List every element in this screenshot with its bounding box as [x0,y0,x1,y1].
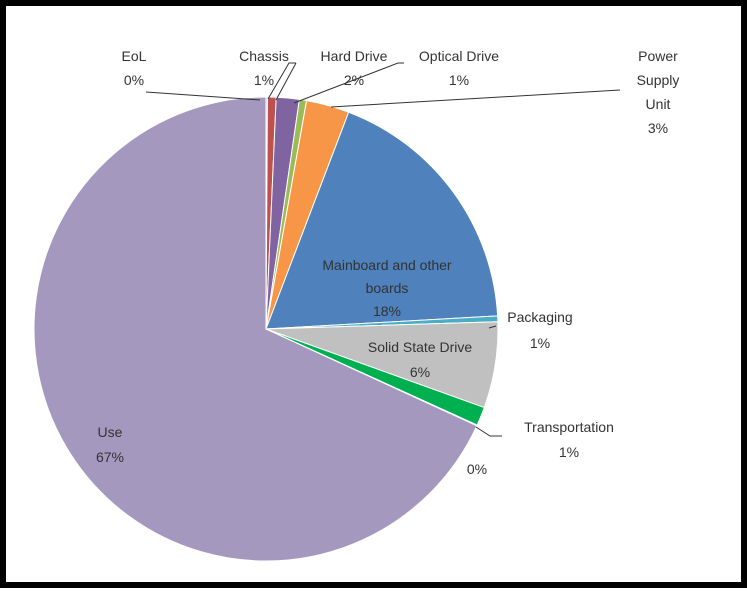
label-hard-drive-pct: 2% [344,72,364,88]
label-ssd-name: Solid State Drive [368,339,472,355]
label-psu-pct: 3% [648,120,668,136]
label-optical-drive-name: Optical Drive [419,48,499,64]
leader-line-eol [145,91,261,101]
leader-line-optical-drive [293,62,404,104]
leader-line-transportation [475,426,502,437]
pie-slice-mainboard-and-other-boards [265,111,499,330]
label-use-name: Use [98,424,123,440]
label-chassis-pct: 1% [254,72,274,88]
label-use-pct: 67% [96,449,124,465]
label-transportation-pct: 1% [559,444,579,460]
label-chassis-name: Chassis [239,48,289,64]
label-mainboard-line1: Mainboard and other [322,257,452,273]
leader-line-packaging [488,325,497,329]
leader-line-psu [330,89,621,108]
label-transportation-name: Transportation [524,419,614,435]
leader-line-chassis [267,62,296,100]
label-mainboard-line2: boards [366,280,409,296]
slice-labels: EoL 0% Chassis 1% Hard Drive 2% Optical … [96,48,679,477]
label-psu-line3: Unit [646,96,671,112]
pie-slice-use [33,96,478,562]
label-psu-line1: Power [638,48,678,64]
pie-chart: EoL 0% Chassis 1% Hard Drive 2% Optical … [33,48,679,562]
label-unnamed-pct: 0% [467,461,487,477]
label-packaging-pct: 1% [530,335,550,351]
label-ssd-pct: 6% [410,364,430,380]
label-packaging-name: Packaging [507,309,572,325]
leader-lines [145,62,621,437]
label-psu-line2: Supply [637,72,680,88]
label-eol-pct: 0% [124,72,144,88]
pie-slices [33,96,499,562]
label-mainboard-pct: 18% [373,303,401,319]
leader-line-hard-drive [275,62,297,101]
label-hard-drive-name: Hard Drive [321,48,388,64]
label-optical-drive-pct: 1% [449,72,469,88]
label-eol-name: EoL [122,48,147,64]
